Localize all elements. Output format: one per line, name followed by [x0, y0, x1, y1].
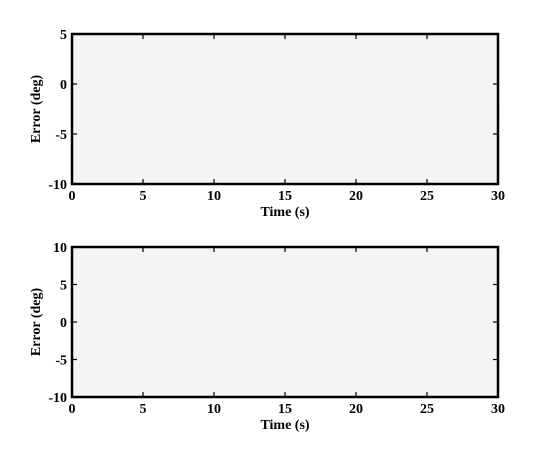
axes-frame [70, 245, 500, 399]
x-tick-label: 15 [278, 189, 292, 204]
x-tick-label: 5 [140, 189, 147, 204]
x-tick-label: 10 [207, 189, 221, 204]
y-tick-label: 0 [60, 316, 67, 331]
y-axis-label: Error (deg) [29, 75, 44, 144]
x-tick-label: 5 [140, 402, 147, 417]
x-tick-label: 25 [420, 402, 434, 417]
y-tick-label: -10 [48, 178, 67, 193]
y-tick-label: 5 [60, 28, 67, 43]
x-axis-label: Time (s) [260, 418, 309, 433]
x-tick-label: 25 [420, 189, 434, 204]
axes-frame [70, 32, 500, 186]
y-axis-label: Error (deg) [29, 288, 44, 357]
x-axis-label: Time (s) [260, 205, 309, 220]
y-tick-label: 0 [60, 78, 67, 93]
y-tick-label: -10 [48, 391, 67, 406]
y-tick-label: 5 [60, 279, 67, 294]
x-tick-label: 15 [278, 402, 292, 417]
x-tick-label: 20 [349, 189, 363, 204]
x-tick-label: 20 [349, 402, 363, 417]
y-tick-label: -5 [55, 354, 67, 369]
x-tick-label: 0 [69, 189, 76, 204]
x-tick-label: 0 [69, 402, 76, 417]
x-tick-label: 30 [491, 189, 505, 204]
chart-bottom: 0 5 10 15 20 25 30 10 5 0 -5 -10 Time (s) Error (deg) [29, 241, 505, 433]
y-tick-label: 10 [53, 241, 67, 256]
y-tick-label: -5 [55, 128, 67, 143]
x-tick-label: 10 [207, 402, 221, 417]
x-tick-label: 30 [491, 402, 505, 417]
chart-top: 0 5 10 15 20 25 30 5 0 -5 -10 Time (s) Error (deg) [29, 28, 505, 220]
